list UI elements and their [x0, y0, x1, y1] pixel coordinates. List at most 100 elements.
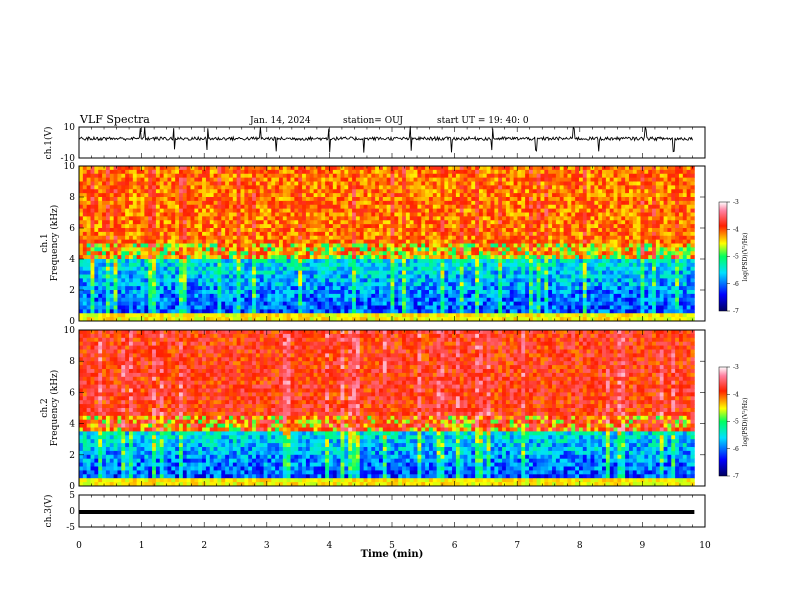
spectrogram-cell [517, 282, 522, 287]
spectrogram-cell [313, 255, 318, 260]
spectrogram-cell [202, 274, 207, 279]
spectrogram-cell [475, 270, 480, 275]
spectrogram-cell [152, 255, 157, 260]
spectrogram-cell [179, 251, 184, 256]
spectrogram-cell [386, 200, 391, 206]
spectrogram-cell [298, 266, 303, 272]
spectrogram-cell [155, 166, 161, 171]
spectrogram-cell [332, 235, 338, 241]
spectrogram-cell [371, 224, 376, 229]
spectrogram-cell [305, 255, 311, 260]
spectrogram-cell [305, 262, 311, 268]
spectrogram-cell [175, 173, 180, 179]
spectrogram-cell [159, 212, 165, 217]
spectrogram-cell [109, 247, 115, 252]
spectrogram-cell [452, 290, 457, 295]
spectrogram-cell [409, 270, 414, 275]
spectrogram-cell [348, 301, 353, 306]
spectrogram-cell [198, 270, 203, 275]
spectrogram-cell [502, 278, 507, 283]
spectrogram-cell [267, 231, 272, 237]
spectrogram-cell [486, 243, 491, 248]
spectrogram-cell [282, 212, 288, 217]
spectrogram-cell [517, 212, 522, 217]
spectrogram-cell [298, 224, 303, 229]
spectrogram-cell [444, 259, 449, 264]
spectrogram-cell [102, 181, 107, 186]
spectrogram-cell [471, 309, 476, 314]
spectrogram-cell [263, 290, 268, 295]
spectrogram-cell [167, 317, 172, 322]
spectrogram-cell [517, 177, 522, 182]
spectrogram-cell [259, 166, 265, 171]
spectrogram-cell [352, 286, 357, 291]
spectrogram-cell [186, 266, 191, 272]
spectrogram-cell [398, 270, 403, 275]
spectrogram-cell [425, 224, 430, 229]
spectrogram-cell [228, 228, 234, 233]
spectrogram-cell [332, 251, 338, 256]
spectrogram-cell [252, 274, 257, 279]
spectrogram-cell [129, 166, 134, 171]
spectrogram-cell [79, 297, 84, 303]
spectrogram-cell [390, 181, 395, 186]
spectrogram-cell [455, 262, 461, 268]
spectrogram-cell [494, 309, 499, 314]
spectrogram-cell [213, 220, 218, 225]
spectrogram-cell [232, 301, 238, 306]
spectrogram-cell [98, 266, 103, 272]
spectrogram-cell [248, 243, 253, 248]
spectrogram-cell [232, 228, 238, 233]
spectrogram-cell [79, 255, 84, 260]
spectrogram-cell [179, 200, 184, 206]
spectrogram-cell [244, 189, 249, 194]
spectrogram-cell [459, 251, 464, 256]
spectrogram-cell [175, 228, 180, 233]
spectrogram-cell [317, 282, 322, 287]
spectrogram-cell [209, 305, 215, 310]
spectrogram-cell [478, 181, 484, 186]
spectrogram-cell [294, 290, 299, 295]
spectrogram-cell [552, 166, 557, 171]
spectrogram-cell [490, 231, 495, 237]
spectrogram-cell [309, 239, 315, 244]
spectrogram-cell [252, 313, 257, 318]
spectrogram-cell [398, 251, 403, 256]
spectrogram-cell [355, 239, 361, 244]
spectrogram-cell [278, 290, 284, 295]
spectrogram-cell [544, 262, 549, 268]
spectrogram-cell [509, 231, 514, 237]
spectrogram-cell [94, 185, 99, 190]
spectrogram-cell [163, 270, 168, 275]
spectrogram-cell [82, 204, 88, 210]
spectrogram-cell [382, 224, 388, 229]
spectrogram-cell [436, 220, 441, 225]
spectrogram-cell [217, 278, 222, 283]
spectrogram-cell [278, 270, 284, 275]
spectrogram-cell [228, 212, 234, 217]
spectrogram-cell [98, 173, 103, 179]
spectrogram-cell [552, 317, 557, 322]
spectrogram-cell [359, 286, 365, 291]
spectrogram-cell [390, 216, 395, 221]
spectrogram-cell [398, 231, 403, 237]
start-time-label: start UT = 19: 40: 0 [437, 116, 529, 126]
spectrogram-cell [98, 231, 103, 237]
spectrogram-cell [159, 193, 165, 198]
spectrogram-cell [302, 286, 307, 291]
spectrogram-cell [502, 166, 507, 171]
spectrogram-cell [528, 208, 534, 213]
spectrogram-cell [125, 290, 130, 295]
spectrogram-cell [525, 208, 530, 213]
spectrogram-cell [259, 239, 265, 244]
spectrogram-cell [109, 282, 115, 287]
spectrogram-cell [471, 255, 476, 260]
spectrogram-cell [367, 270, 372, 275]
spectrogram-cell [190, 235, 195, 241]
spectrogram-cell [94, 216, 99, 221]
spectrogram-cell [109, 259, 115, 264]
spectrogram-cell [163, 247, 168, 252]
spectrogram-cell [375, 313, 380, 318]
spectrogram-cell [202, 224, 207, 229]
spectrogram-cell [355, 290, 361, 295]
